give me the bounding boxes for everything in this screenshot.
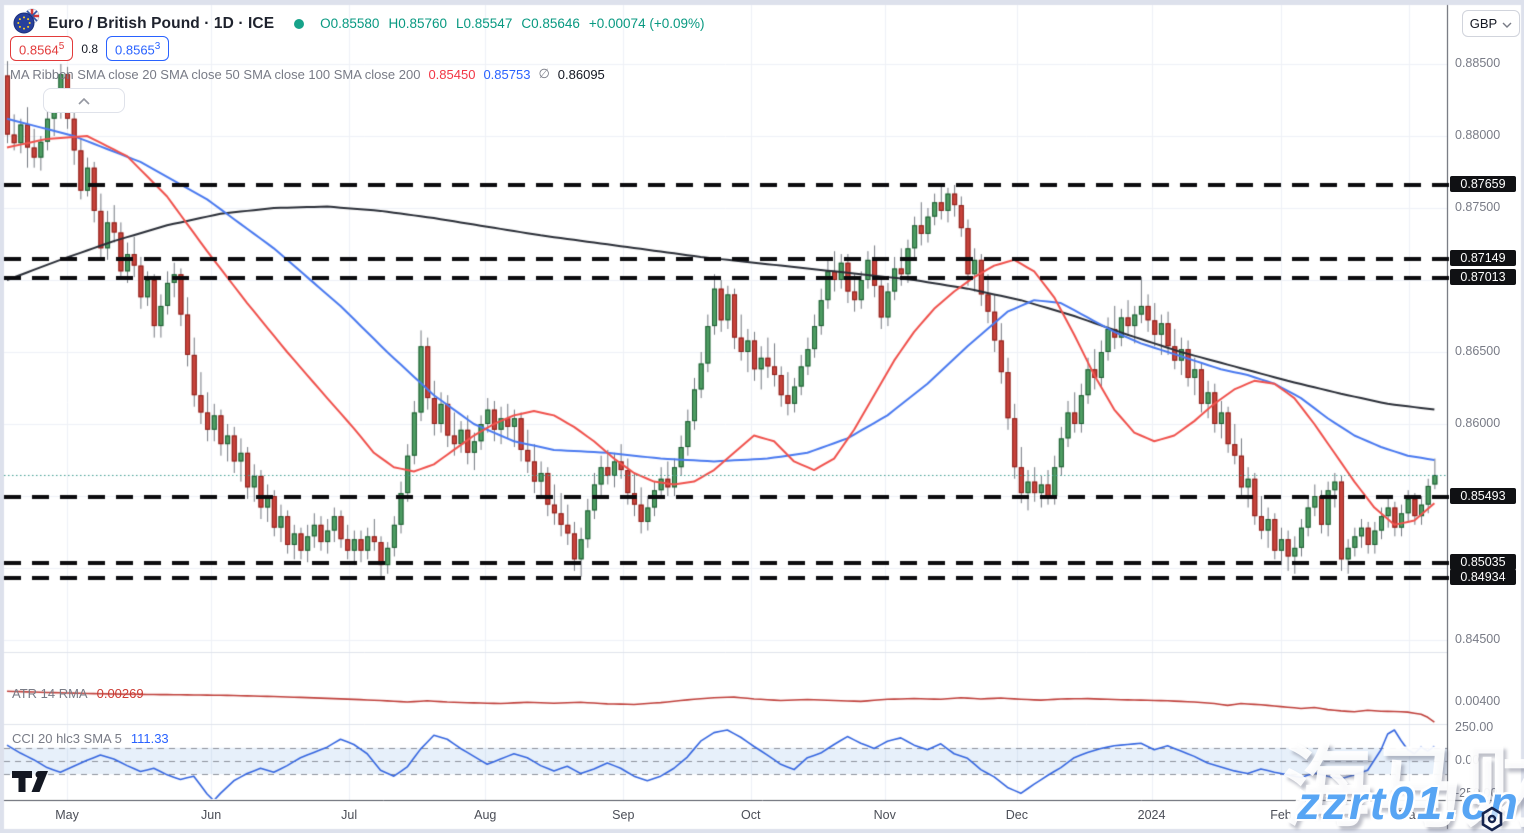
price-axis-label: 0.87500 — [1455, 200, 1501, 214]
ohlc-values: O0.85580 H0.85760 L0.85547 C0.85646 +0.0… — [320, 16, 704, 31]
symbol-title[interactable]: Euro / British Pound · 1D · ICE — [48, 14, 275, 32]
cci-axis-label: 0.00 — [1455, 753, 1480, 767]
price-badge: 0.87013 — [1450, 269, 1516, 286]
open-value: O0.85580 — [320, 16, 380, 31]
bid-ask-widget: 0.85645 0.8 0.85653 — [10, 36, 170, 62]
time-axis-label: Jun — [201, 808, 222, 822]
atr-legend[interactable]: ATR 14 RMA 0.00269 — [12, 686, 144, 701]
high-value: H0.85760 — [388, 16, 448, 31]
chevron-down-icon — [1502, 16, 1512, 31]
time-axis-label: Feb — [1270, 808, 1292, 822]
gear-icon — [1479, 806, 1505, 833]
sma200-value: 0.86095 — [557, 66, 605, 82]
cci-label: CCI 20 hlc3 SMA 5 — [12, 731, 122, 746]
price-badge: 0.85035 — [1450, 553, 1516, 570]
ma-ribbon-label: MA Ribbon SMA close 20 SMA close 50 SMA … — [10, 66, 421, 82]
change-value: +0.00074 (+0.09%) — [588, 16, 705, 31]
time-axis-label: Aug — [474, 808, 497, 822]
time-axis-label: Oct — [740, 808, 761, 822]
currency-dropdown[interactable]: GBP — [1462, 10, 1520, 37]
currency-label: GBP — [1469, 16, 1498, 31]
price-axis-label: 0.86000 — [1455, 416, 1501, 430]
price-axis-label: 0.86500 — [1455, 344, 1501, 358]
sma20-value: 0.85450 — [428, 66, 476, 82]
ma-ribbon-legend[interactable]: MA Ribbon SMA close 20 SMA close 50 SMA … — [10, 66, 605, 82]
symbol-header: Euro / British Pound · 1D · ICE O0.85580… — [12, 8, 704, 39]
cci-legend[interactable]: CCI 20 hlc3 SMA 5 111.33 — [12, 731, 169, 746]
collapse-legend-button[interactable] — [43, 88, 125, 113]
symbol-logo-icon — [12, 8, 42, 39]
low-value: L0.85547 — [456, 16, 513, 31]
price-axis-label: 0.88500 — [1455, 56, 1501, 70]
tradingview-logo[interactable] — [12, 771, 48, 797]
time-axis-label: Mar — [1398, 808, 1420, 822]
spread-value: 0.8 — [81, 41, 99, 56]
atr-axis-label: 0.00400 — [1455, 694, 1501, 708]
sell-price-button[interactable]: 0.85645 — [10, 36, 74, 62]
time-axis-label: May — [55, 808, 79, 822]
cci-axis-label: 250.00 — [1455, 720, 1494, 734]
time-axis-label: Nov — [873, 808, 896, 822]
chevron-up-icon — [78, 92, 90, 110]
time-axis-label: Dec — [1005, 808, 1028, 822]
sma50-value: 0.85753 — [483, 66, 531, 82]
buy-price-button[interactable]: 0.85653 — [106, 36, 170, 62]
time-axis-label: Sep — [612, 808, 635, 822]
price-axis-label: 0.84500 — [1455, 632, 1501, 646]
time-axis-label: 2024 — [1137, 808, 1166, 822]
price-badge: 0.85493 — [1450, 488, 1516, 504]
price-badge: 0.84934 — [1450, 568, 1516, 585]
price-axis-label: 0.88000 — [1455, 128, 1501, 142]
price-badge: 0.87149 — [1450, 249, 1516, 266]
atr-value: 0.00269 — [96, 686, 144, 701]
time-axis-label: Jul — [341, 808, 358, 822]
sma100-hidden-icon: ∅ — [538, 66, 550, 81]
market-status-icon[interactable] — [294, 18, 305, 29]
close-value: C0.85646 — [521, 16, 580, 31]
atr-label: ATR 14 RMA — [12, 686, 88, 701]
cci-value: 111.33 — [130, 731, 169, 746]
cci-axis-label: -250.00 — [1455, 786, 1498, 800]
price-badge: 0.87659 — [1450, 176, 1516, 193]
